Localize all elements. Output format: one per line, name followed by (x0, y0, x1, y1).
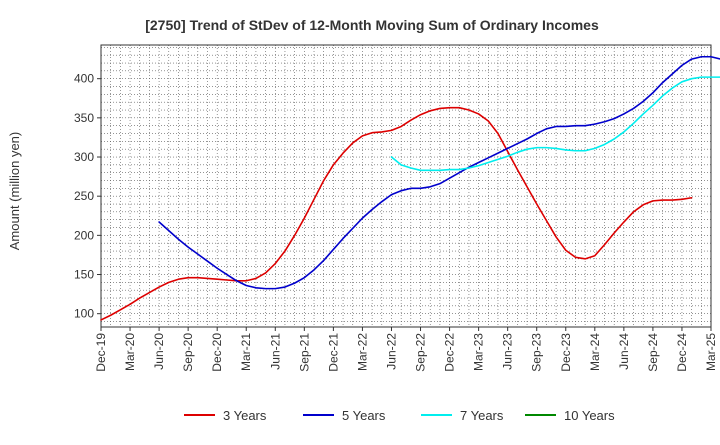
y-tick-label: 350 (74, 111, 94, 125)
series-line-5-years (158, 55, 720, 290)
x-tick-label: Mar-23 (472, 333, 486, 371)
grid-layer (100, 45, 712, 327)
y-tick-label: 100 (74, 307, 94, 321)
legend-label: 7 Years (460, 408, 504, 423)
x-tick-label: Mar-25 (704, 333, 718, 371)
x-tick-label: Sep-22 (414, 333, 428, 372)
y-tick-label: 300 (74, 150, 94, 164)
x-tick-label: Mar-20 (123, 333, 137, 371)
x-tick-label: Jun-23 (501, 333, 515, 370)
y-tick-label: 250 (74, 189, 94, 203)
x-tick-label: Sep-24 (646, 333, 660, 372)
legend: 3 Years 5 Years 7 Years 10 Years (184, 408, 615, 423)
y-tick-label: 150 (74, 268, 94, 282)
x-tick-label: Jun-24 (617, 333, 631, 370)
x-tick-label: Sep-23 (530, 333, 544, 372)
series-line-3-years (100, 106, 693, 321)
axes-layer: 100 150 200 250 300 350 400 Dec-19 Mar-20 Jun-20 S… (74, 44, 718, 372)
series-line-7-years (390, 76, 720, 172)
y-tick-label: 200 (74, 228, 94, 242)
x-tick-label: Dec-22 (443, 333, 457, 372)
series-layer (100, 55, 720, 321)
x-tick-label: Dec-20 (210, 333, 224, 372)
legend-label: 5 Years (342, 408, 386, 423)
x-tick-label: Dec-19 (94, 333, 108, 372)
legend-label: 10 Years (564, 408, 615, 423)
x-tick-label: Sep-21 (297, 333, 311, 372)
x-tick-label: Mar-21 (239, 333, 253, 371)
legend-label: 3 Years (223, 408, 267, 423)
x-tick-label: Jun-21 (268, 333, 282, 370)
x-tick-label: Mar-22 (355, 333, 369, 371)
x-tick-label: Dec-24 (675, 333, 689, 372)
x-tick-label: Mar-24 (588, 333, 602, 371)
chart-title: [2750] Trend of StDev of 12-Month Moving… (145, 17, 599, 33)
y-axis-label: Amount (million yen) (7, 132, 22, 251)
x-tick-label: Dec-23 (559, 333, 573, 372)
plot-frame (100, 44, 712, 328)
x-tick-label: Jun-22 (384, 333, 398, 370)
x-tick-label: Sep-20 (181, 333, 195, 372)
y-tick-label: 400 (74, 72, 94, 86)
x-tick-label: Dec-21 (326, 333, 340, 372)
x-tick-label: Jun-20 (152, 333, 166, 370)
